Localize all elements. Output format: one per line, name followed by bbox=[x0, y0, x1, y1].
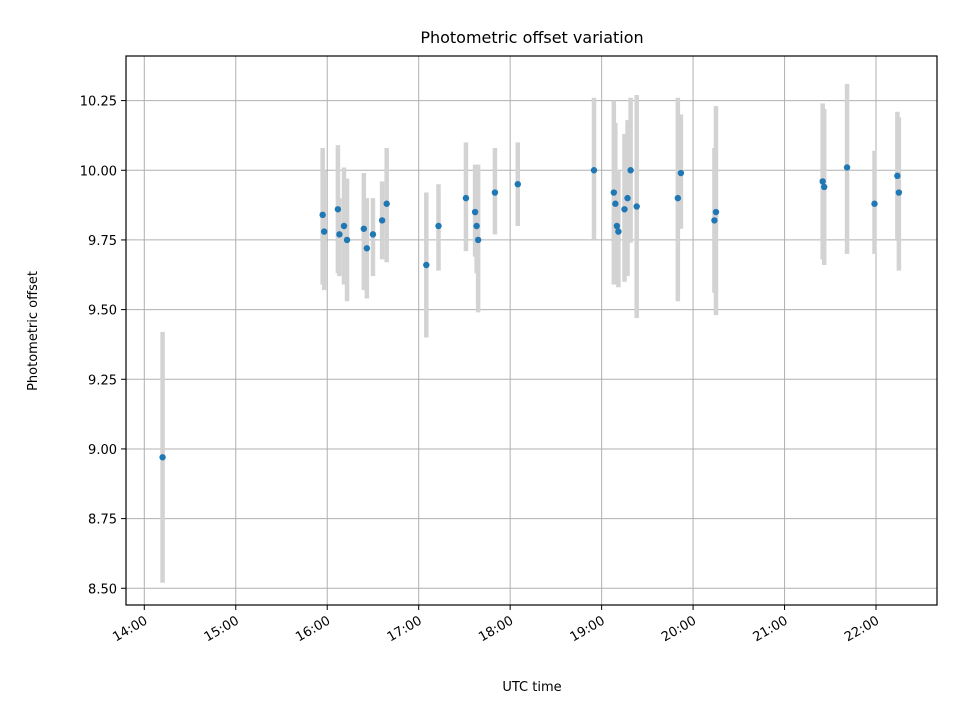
data-point bbox=[895, 189, 903, 196]
grid bbox=[126, 56, 937, 605]
data-point bbox=[621, 206, 628, 213]
data-point bbox=[843, 164, 851, 171]
x-tick-label: 15:00 bbox=[202, 613, 242, 645]
data-point bbox=[711, 217, 718, 224]
x-axis-label: UTC time bbox=[502, 680, 561, 695]
x-tick-label: 17:00 bbox=[385, 613, 425, 645]
data-points bbox=[159, 164, 903, 461]
data-point bbox=[320, 228, 328, 235]
data-point bbox=[383, 200, 390, 207]
y-axis-label: Photometric offset bbox=[26, 271, 41, 391]
data-point bbox=[343, 236, 351, 244]
x-axis-ticks: 14:00 15:00 16:00 17:00 18:00 19:00 20:00 21:00… bbox=[110, 605, 882, 645]
y-tick-label: 9.25 bbox=[88, 373, 117, 388]
data-point bbox=[674, 194, 682, 202]
x-tick-label: 22:00 bbox=[842, 613, 882, 645]
y-tick-label: 8.75 bbox=[88, 513, 117, 528]
y-axis-ticks: 8.50 8.75 9.00 9.25 9.50 9.75 10.00 10.25 bbox=[80, 95, 126, 597]
data-point bbox=[819, 178, 826, 185]
data-point bbox=[319, 211, 326, 219]
data-point bbox=[336, 231, 343, 238]
data-point bbox=[334, 206, 342, 213]
y-tick-label: 9.75 bbox=[88, 234, 117, 249]
x-tick-label: 14:00 bbox=[110, 613, 150, 645]
data-point bbox=[610, 189, 618, 196]
x-tick-label: 20:00 bbox=[659, 613, 699, 645]
y-tick-label: 9.50 bbox=[88, 304, 117, 319]
errorbars bbox=[160, 83, 902, 583]
data-point bbox=[613, 222, 621, 230]
data-point bbox=[712, 208, 720, 216]
data-point bbox=[360, 225, 368, 232]
data-point bbox=[871, 200, 878, 207]
data-point bbox=[435, 222, 442, 230]
data-point bbox=[378, 217, 386, 224]
data-point bbox=[471, 208, 479, 216]
data-point bbox=[473, 222, 480, 230]
x-tick-label: 18:00 bbox=[476, 613, 516, 645]
data-point bbox=[462, 194, 470, 202]
data-point bbox=[491, 189, 499, 196]
data-point bbox=[627, 167, 634, 174]
x-tick-label: 16:00 bbox=[293, 613, 333, 645]
data-point bbox=[514, 180, 521, 188]
x-tick-label: 19:00 bbox=[568, 613, 608, 645]
data-point bbox=[159, 454, 166, 461]
y-tick-label: 10.00 bbox=[80, 164, 117, 179]
data-point bbox=[624, 194, 631, 202]
data-point bbox=[423, 261, 430, 269]
plot-frame bbox=[125, 55, 938, 606]
data-point bbox=[633, 203, 640, 210]
data-point bbox=[590, 167, 598, 174]
data-point bbox=[615, 228, 622, 235]
data-point bbox=[340, 222, 348, 230]
chart-title: Photometric offset variation bbox=[420, 28, 643, 47]
data-point bbox=[369, 231, 377, 238]
data-point bbox=[612, 200, 619, 207]
y-tick-label: 8.50 bbox=[88, 582, 117, 597]
data-point bbox=[474, 236, 482, 244]
y-tick-label: 10.25 bbox=[80, 95, 117, 110]
data-point bbox=[677, 169, 685, 177]
x-tick-label: 21:00 bbox=[751, 613, 791, 645]
data-point bbox=[894, 172, 901, 180]
data-point bbox=[820, 183, 828, 191]
y-tick-label: 9.00 bbox=[88, 443, 117, 458]
data-point bbox=[363, 245, 371, 252]
